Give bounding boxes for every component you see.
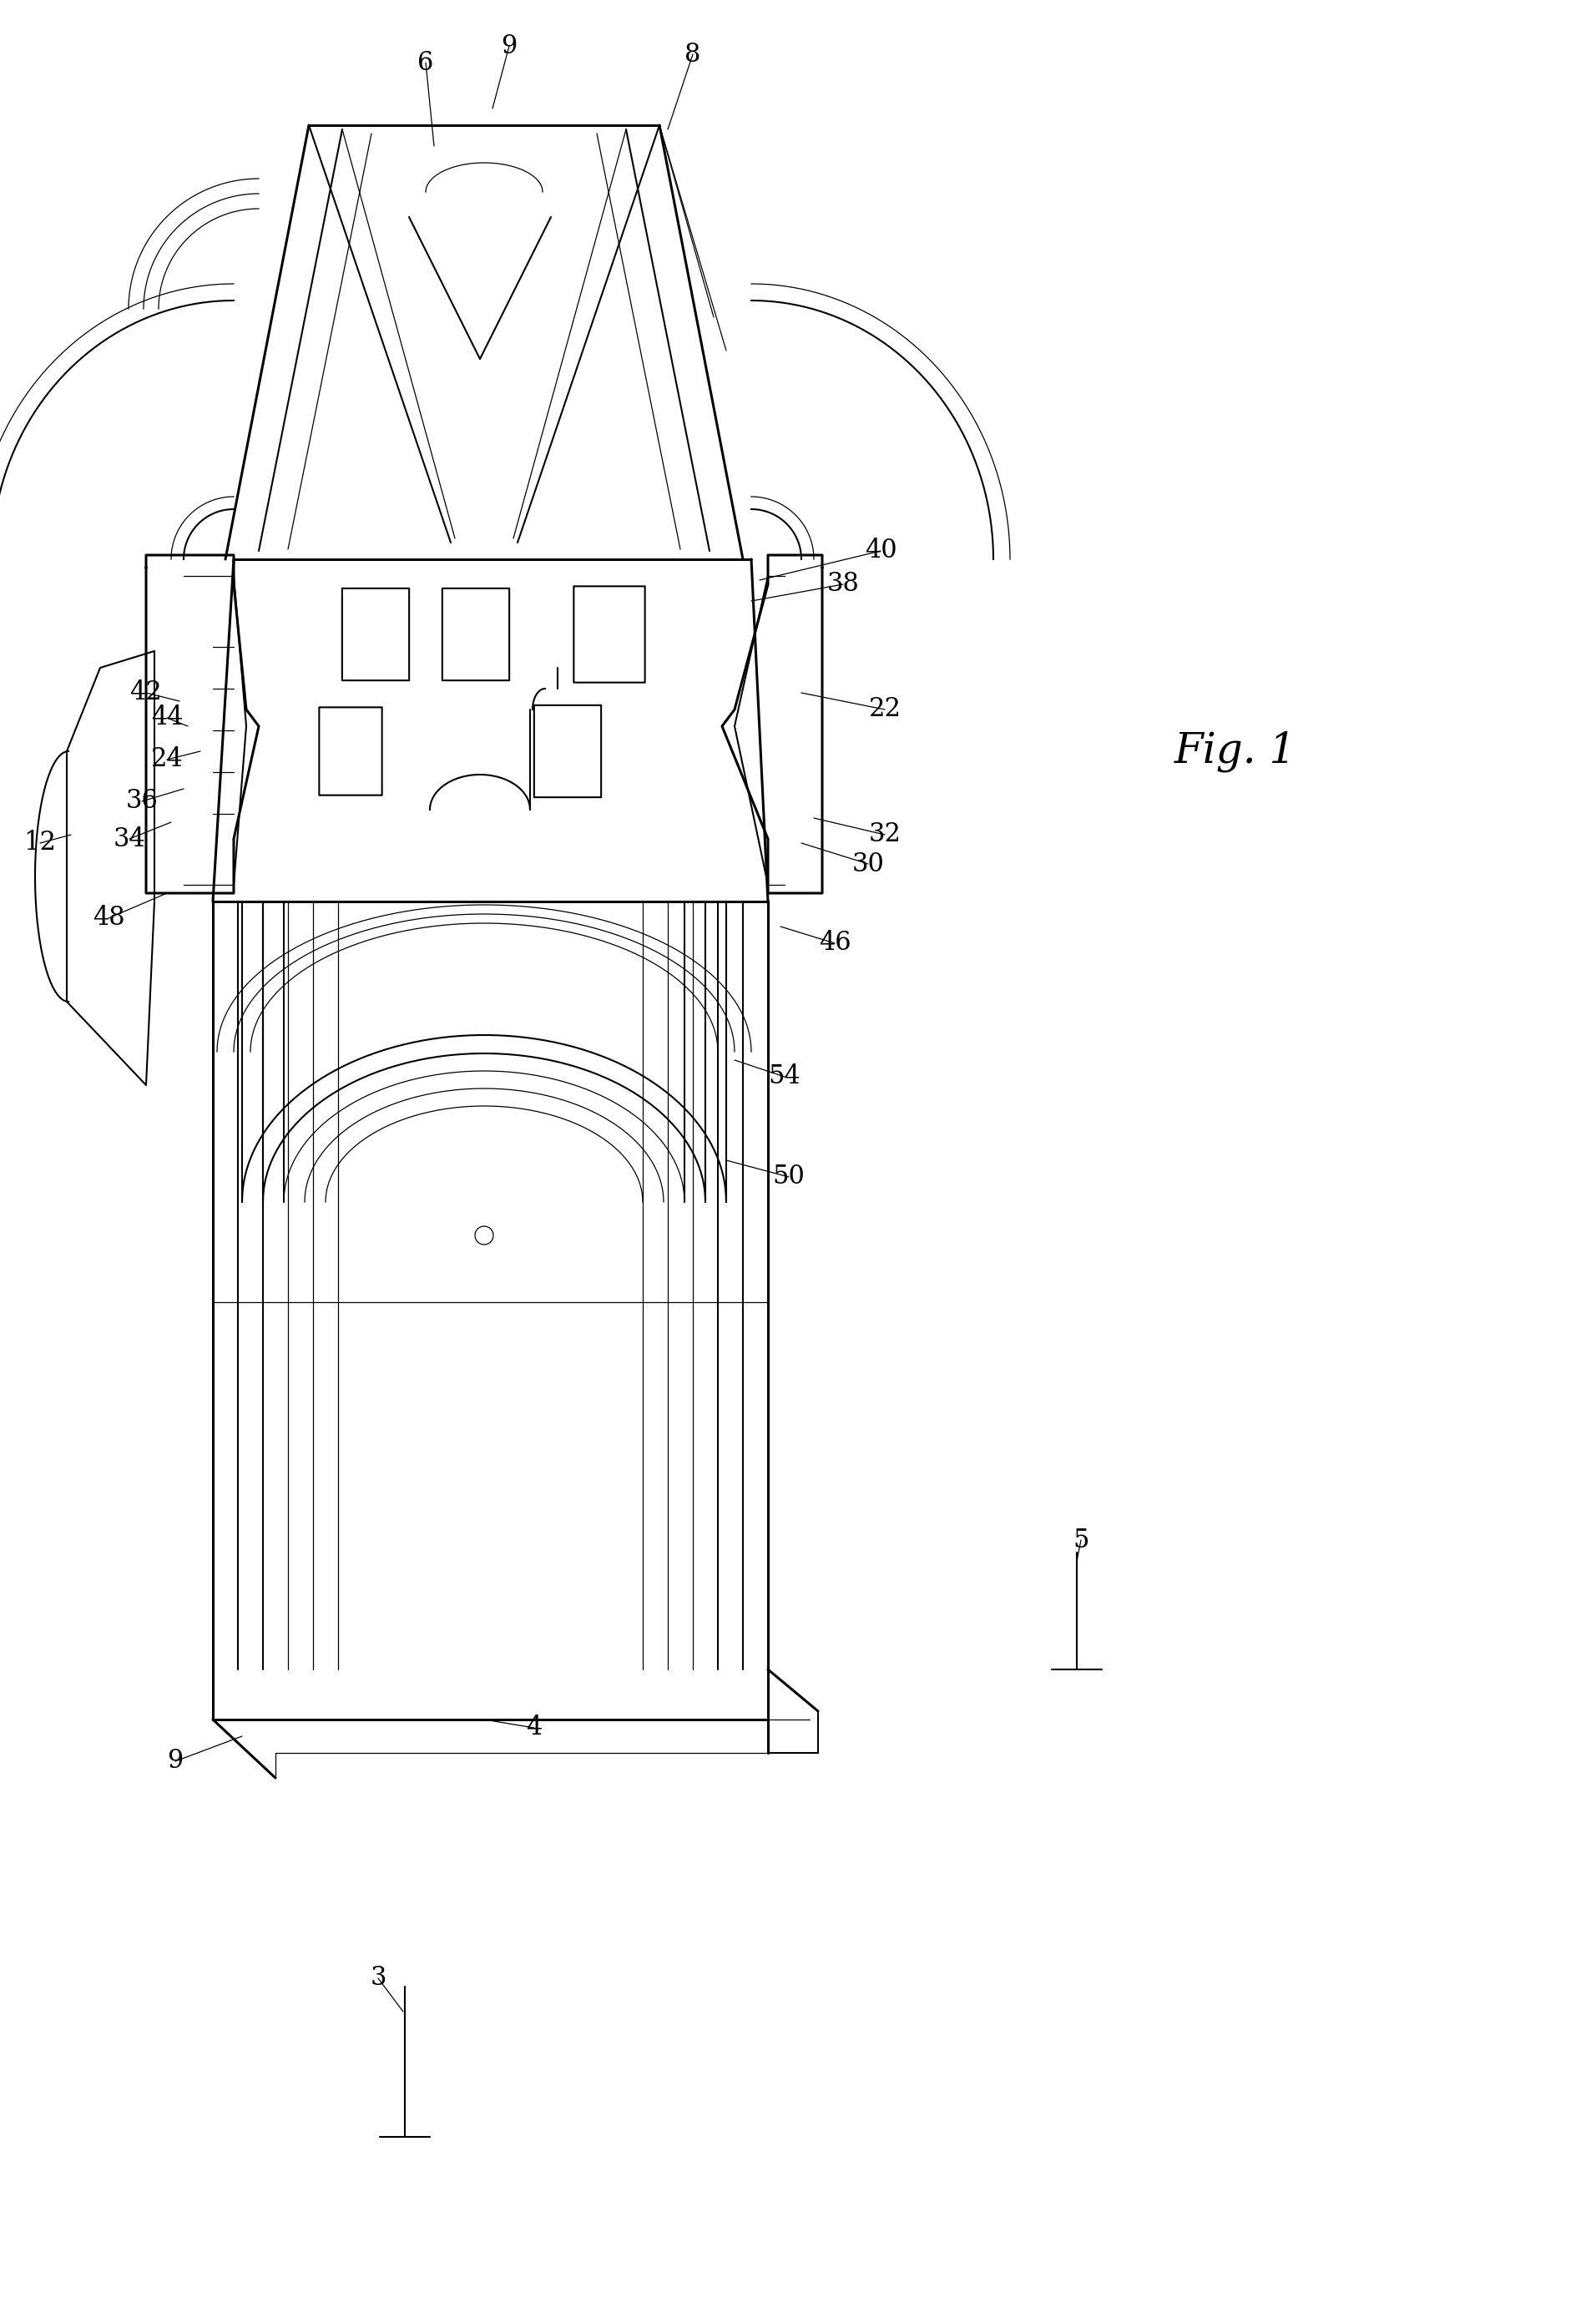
Text: 24: 24 <box>150 748 184 773</box>
Text: 46: 46 <box>819 930 851 956</box>
Text: 54: 54 <box>768 1064 801 1089</box>
Text: 6: 6 <box>418 51 434 76</box>
Text: 44: 44 <box>152 704 184 732</box>
Text: 5: 5 <box>1073 1528 1088 1553</box>
Text: 50: 50 <box>772 1163 804 1191</box>
Text: Fig. 1: Fig. 1 <box>1175 732 1296 771</box>
Text: 36: 36 <box>126 789 158 815</box>
Text: 8: 8 <box>685 42 701 67</box>
Text: 12: 12 <box>24 831 56 856</box>
Text: 42: 42 <box>129 681 163 706</box>
Text: 3: 3 <box>370 1966 386 1992</box>
Text: 9: 9 <box>168 1749 184 1775</box>
Text: 4: 4 <box>527 1715 543 1740</box>
Text: 30: 30 <box>852 852 884 877</box>
Text: 22: 22 <box>868 697 902 722</box>
Text: 38: 38 <box>827 572 859 598</box>
Text: 40: 40 <box>865 538 897 563</box>
Text: 9: 9 <box>501 32 517 58</box>
Text: 48: 48 <box>93 905 124 930</box>
Text: 32: 32 <box>868 822 902 847</box>
Text: 34: 34 <box>113 826 145 852</box>
